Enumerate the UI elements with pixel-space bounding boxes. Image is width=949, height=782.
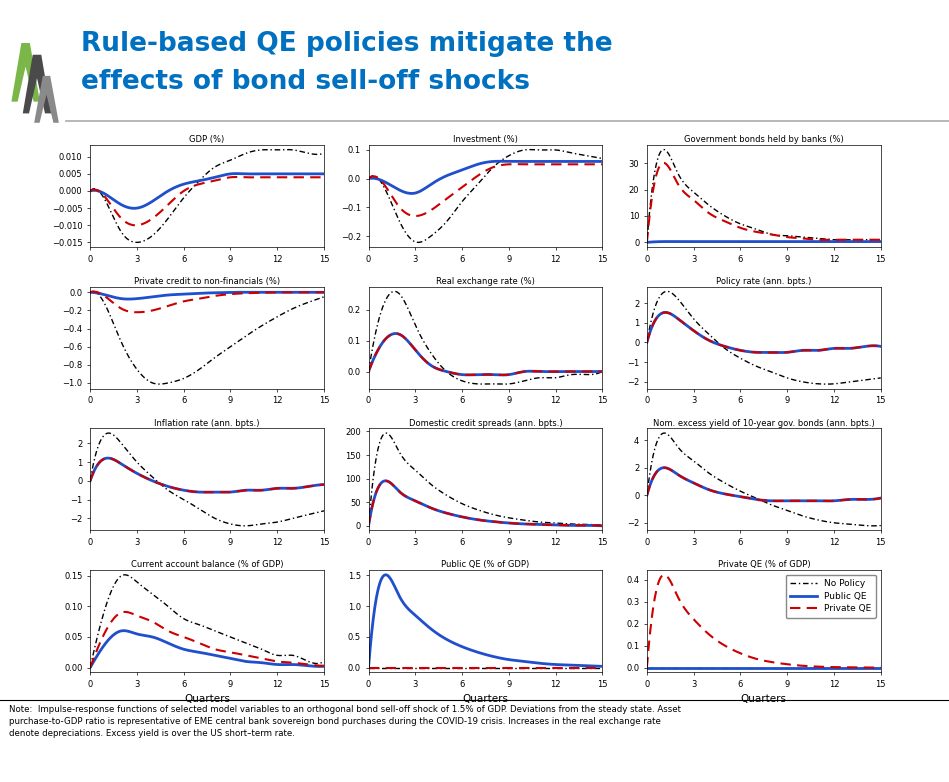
Title: Private QE (% of GDP): Private QE (% of GDP) bbox=[717, 561, 810, 569]
X-axis label: Quarters: Quarters bbox=[741, 694, 787, 705]
X-axis label: Quarters: Quarters bbox=[184, 694, 230, 705]
Title: Investment (%): Investment (%) bbox=[453, 135, 518, 144]
Title: GDP (%): GDP (%) bbox=[190, 135, 225, 144]
Title: Government bonds held by banks (%): Government bonds held by banks (%) bbox=[684, 135, 844, 144]
Title: Private credit to non-financials (%): Private credit to non-financials (%) bbox=[134, 277, 280, 286]
Title: Public QE (% of GDP): Public QE (% of GDP) bbox=[441, 561, 530, 569]
Title: Inflation rate (ann. bpts.): Inflation rate (ann. bpts.) bbox=[155, 418, 260, 428]
Title: Domestic credit spreads (ann. bpts.): Domestic credit spreads (ann. bpts.) bbox=[409, 418, 562, 428]
Text: Rule-based QE policies mitigate the: Rule-based QE policies mitigate the bbox=[81, 31, 612, 57]
X-axis label: Quarters: Quarters bbox=[462, 694, 509, 705]
Title: Nom. excess yield of 10-year gov. bonds (ann. bpts.): Nom. excess yield of 10-year gov. bonds … bbox=[653, 418, 875, 428]
Text: Note:  Impulse-response functions of selected model variables to an orthogonal b: Note: Impulse-response functions of sele… bbox=[9, 705, 681, 738]
Title: Real exchange rate (%): Real exchange rate (%) bbox=[436, 277, 535, 286]
Title: Current account balance (% of GDP): Current account balance (% of GDP) bbox=[131, 561, 284, 569]
Text: effects of bond sell-off shocks: effects of bond sell-off shocks bbox=[81, 69, 530, 95]
Title: Policy rate (ann. bpts.): Policy rate (ann. bpts.) bbox=[716, 277, 811, 286]
Legend: No Policy, Public QE, Private QE: No Policy, Public QE, Private QE bbox=[786, 575, 876, 618]
